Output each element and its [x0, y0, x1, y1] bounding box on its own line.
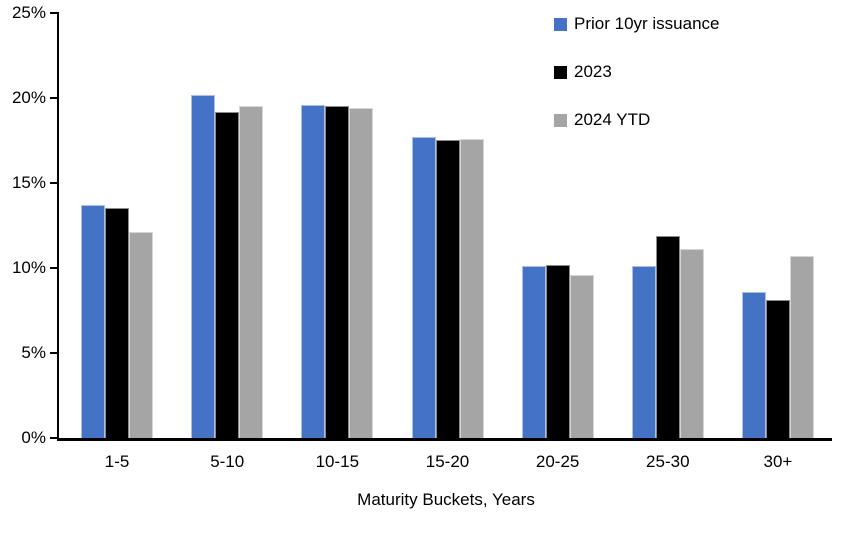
- bar-2024-ytd-30+: [789, 256, 814, 438]
- legend-label: 2023: [574, 62, 612, 81]
- x-axis-title: Maturity Buckets, Years: [357, 490, 535, 509]
- y-axis-tick: [50, 97, 57, 99]
- y-axis-line: [57, 12, 59, 439]
- bar-group-1-5: [81, 205, 154, 438]
- bar-2024-ytd-20-25: [569, 275, 594, 438]
- bar-2024-ytd-25-30: [679, 249, 704, 438]
- y-axis-tick: [50, 267, 57, 269]
- y-axis-tick-label: 10%: [11, 258, 46, 277]
- x-axis-category-label: 5-10: [210, 452, 245, 471]
- bar-prior-10yr-issuance-1-5: [81, 205, 106, 438]
- y-axis-tick: [50, 12, 57, 14]
- bar-2023-5-10: [215, 112, 240, 438]
- legend-item-2024-ytd: 2024 YTD: [554, 110, 720, 130]
- x-axis-category-label: 20-25: [535, 452, 580, 471]
- bar-2023-1-5: [105, 208, 130, 438]
- y-axis-tick-label: 0%: [21, 428, 46, 447]
- legend-label: 2024 YTD: [574, 110, 651, 129]
- bar-group-15-20: [411, 137, 484, 438]
- bar-prior-10yr-issuance-15-20: [411, 137, 436, 438]
- bar-2023-30+: [765, 300, 790, 438]
- legend-label: Prior 10yr issuance: [574, 14, 720, 33]
- bar-group-10-15: [301, 105, 374, 438]
- y-axis-tick: [50, 182, 57, 184]
- bar-prior-10yr-issuance-30+: [741, 292, 766, 438]
- bar-prior-10yr-issuance-10-15: [301, 105, 326, 438]
- bar-prior-10yr-issuance-20-25: [521, 266, 546, 438]
- y-axis-tick-label: 20%: [11, 88, 46, 107]
- bar-2023-20-25: [545, 265, 570, 438]
- legend-swatch-icon: [554, 113, 567, 127]
- y-axis-tick-label: 15%: [11, 173, 46, 192]
- y-axis-tick: [50, 352, 57, 354]
- x-axis-category-label: 30+: [763, 452, 793, 471]
- x-axis-category-label: 10-15: [315, 452, 360, 471]
- bar-2024-ytd-1-5: [129, 232, 154, 438]
- bar-prior-10yr-issuance-25-30: [631, 266, 656, 438]
- bar-2024-ytd-15-20: [459, 139, 484, 438]
- x-axis-category-label: 1-5: [104, 452, 130, 471]
- x-axis-category-label: 15-20: [425, 452, 470, 471]
- bar-2023-10-15: [325, 106, 350, 438]
- bar-group-30+: [741, 256, 814, 438]
- bar-2024-ytd-5-10: [239, 106, 264, 438]
- x-axis-category-label: 25-30: [646, 452, 690, 471]
- bar-group-5-10: [191, 95, 264, 438]
- legend: Prior 10yr issuance 2023 2024 YTD: [554, 14, 720, 158]
- y-axis-tick: [50, 437, 57, 439]
- legend-swatch-icon: [554, 17, 567, 31]
- y-axis-tick-label: 25%: [11, 3, 46, 22]
- bar-2023-15-20: [435, 140, 460, 438]
- bar-prior-10yr-issuance-5-10: [191, 95, 216, 438]
- x-axis-line: [57, 438, 832, 441]
- bar-group-25-30: [631, 236, 704, 438]
- bar-2024-ytd-10-15: [349, 108, 374, 438]
- bar-2023-25-30: [655, 236, 680, 438]
- legend-item-2023: 2023: [554, 62, 720, 82]
- legend-item-prior-10yr-issuance: Prior 10yr issuance: [554, 14, 720, 34]
- y-axis-tick-label: 5%: [21, 343, 46, 362]
- legend-swatch-icon: [554, 65, 567, 79]
- bar-group-20-25: [521, 265, 594, 438]
